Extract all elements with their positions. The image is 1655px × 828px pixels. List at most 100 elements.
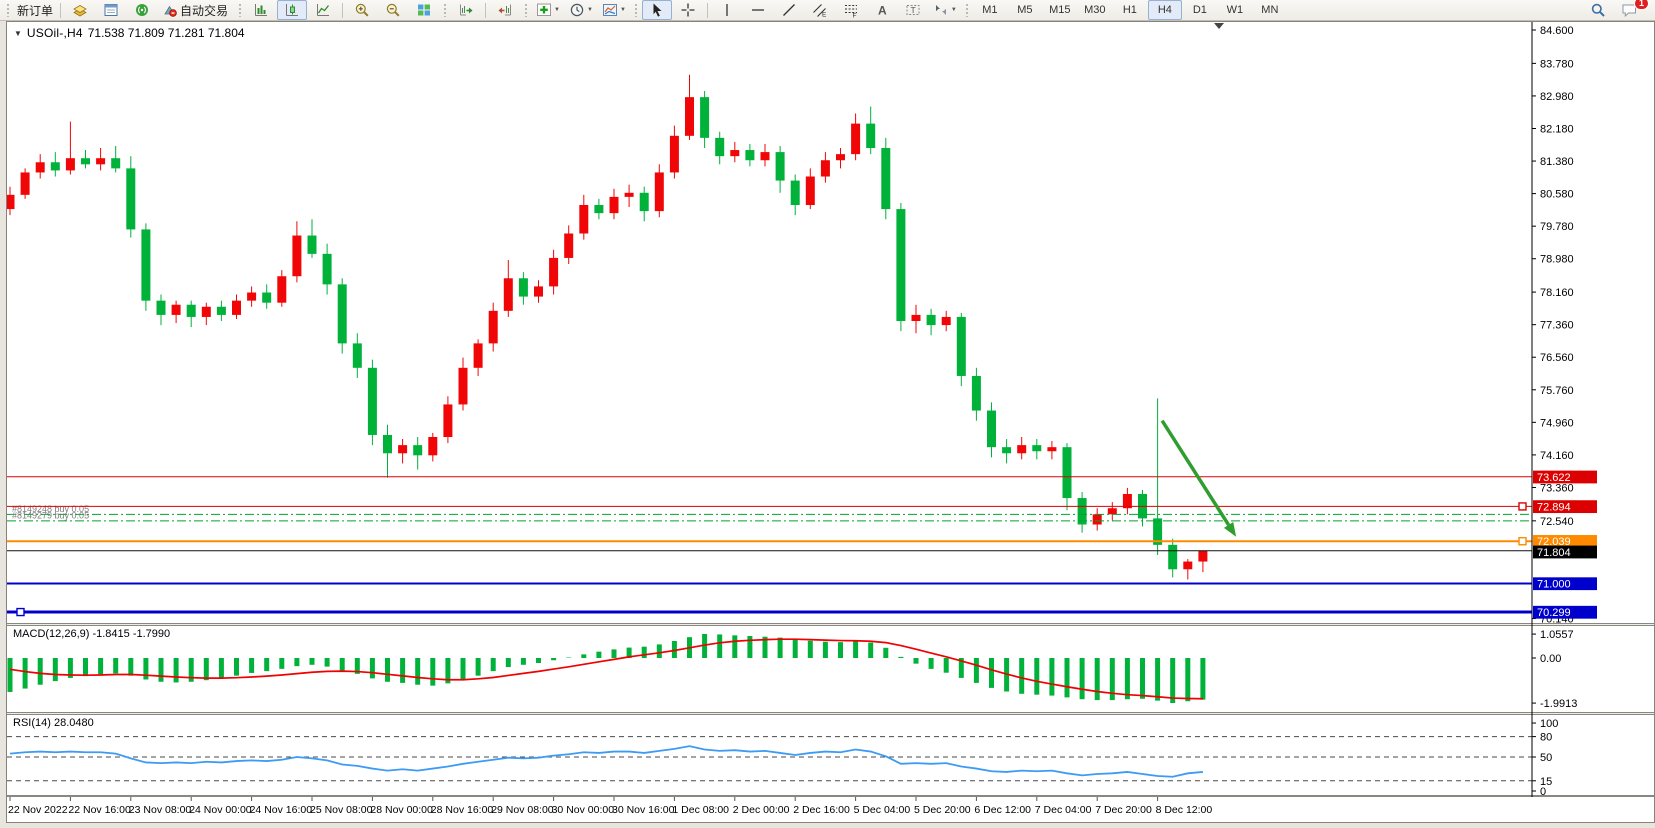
fibonacci-button[interactable]: F <box>836 0 866 20</box>
candle <box>941 310 951 332</box>
rsi-tick-label: 100 <box>1540 718 1558 730</box>
rsi-line <box>9 745 1203 778</box>
data-window-button[interactable] <box>96 0 126 20</box>
timeframe-D1[interactable]: D1 <box>1192 4 1207 16</box>
arrow-annotation[interactable] <box>1160 419 1237 537</box>
price-tick-label: 81.380 <box>1540 156 1574 168</box>
toolbar-grip[interactable] <box>443 3 448 17</box>
channel-button[interactable]: E <box>805 0 835 20</box>
cursor-button[interactable] <box>641 0 672 20</box>
chart-shift-button[interactable] <box>490 0 520 20</box>
candle <box>398 439 408 464</box>
price-tick-label: 78.980 <box>1540 254 1574 266</box>
candle <box>639 186 649 222</box>
candle <box>322 243 332 295</box>
candle <box>81 150 90 169</box>
price-label-box: 72.039 <box>1533 535 1597 548</box>
candle <box>1198 550 1208 573</box>
timeframe-W1[interactable]: W1 <box>1226 4 1244 16</box>
horizontal-line-button[interactable] <box>743 0 773 20</box>
candle <box>609 188 619 220</box>
toolbar-grip[interactable] <box>633 3 638 17</box>
line-handle[interactable] <box>1518 502 1527 511</box>
zoom-out-button[interactable] <box>378 0 408 20</box>
timeframe-MN[interactable]: MN <box>1261 4 1279 16</box>
candle <box>262 284 272 309</box>
timeframe-M30[interactable]: M30 <box>1084 4 1106 16</box>
data-window-icon <box>104 4 118 16</box>
candle <box>50 152 60 177</box>
notifications-button[interactable]: 1 <box>1614 0 1649 20</box>
autotrading-button[interactable]: 自动交易 <box>158 0 234 20</box>
price-tick-label: 75.760 <box>1540 385 1574 397</box>
toolbar-grip[interactable] <box>964 3 969 17</box>
candle <box>820 152 830 183</box>
panel-separator[interactable] <box>6 712 1655 715</box>
vertical-line-button[interactable] <box>712 0 742 20</box>
timeframe-M5[interactable]: M5 <box>1017 4 1033 16</box>
clock-icon <box>570 3 584 17</box>
candle <box>790 174 800 216</box>
timeframe-H1[interactable]: H1 <box>1122 4 1137 16</box>
toolbar-separator <box>485 2 487 18</box>
candle <box>1183 559 1193 580</box>
time-axis-label: 30 Nov 00:00 <box>552 804 615 816</box>
toolbar-separator <box>342 2 344 18</box>
panel-separator[interactable] <box>6 623 1655 626</box>
toolbar-grip[interactable] <box>524 3 529 17</box>
navigator-button[interactable] <box>127 0 157 20</box>
candle <box>1002 439 1012 464</box>
price-tick-label: 76.560 <box>1540 352 1574 364</box>
candlestick-button[interactable] <box>277 0 308 20</box>
svg-text:70.299: 70.299 <box>1537 607 1571 619</box>
candle <box>65 121 75 175</box>
candle <box>1032 439 1042 460</box>
macd-tick-label: 0.00 <box>1540 653 1561 665</box>
periods-button[interactable]: ▼ <box>565 0 597 20</box>
dropdown-arrow-icon: ▼ <box>554 7 560 13</box>
arrows-button[interactable]: ▼ <box>929 0 961 20</box>
auto-scroll-button[interactable] <box>451 0 481 20</box>
tile-windows-button[interactable] <box>409 0 439 20</box>
timeframe-H4[interactable]: H4 <box>1147 0 1182 20</box>
tile-windows-icon <box>418 4 431 16</box>
indicators-button[interactable]: ▼ <box>532 0 564 20</box>
candle <box>216 300 226 322</box>
search-icon <box>1591 3 1605 17</box>
chart-shift-marker[interactable] <box>1214 23 1224 29</box>
candle <box>911 304 921 334</box>
new-order-button[interactable]: 新订单 <box>14 0 56 20</box>
timeframe-M15[interactable]: M15 <box>1049 4 1071 16</box>
toolbar-grip[interactable] <box>6 3 10 17</box>
line-handle[interactable] <box>16 607 25 617</box>
crosshair-button[interactable] <box>673 0 703 20</box>
candle <box>96 148 106 171</box>
toolbar-grip[interactable] <box>238 3 243 17</box>
timeframe-M1[interactable]: M1 <box>982 4 998 16</box>
text-label-button[interactable]: T <box>898 0 928 20</box>
text-button[interactable]: A <box>867 0 897 20</box>
line-handle[interactable] <box>1518 537 1527 546</box>
trendline-button[interactable] <box>774 0 804 20</box>
candle <box>413 436 423 470</box>
templates-button[interactable]: ▼ <box>598 0 630 20</box>
chart-canvas[interactable]: #8149248 buy 0.05 #8149279 buy 0.05 84.600… <box>5 21 1655 828</box>
bar-chart-button[interactable] <box>246 0 276 20</box>
candle <box>549 249 559 295</box>
zoom-in-button[interactable] <box>347 0 377 20</box>
time-axis-label: 7 Dec 20:00 <box>1095 804 1152 816</box>
market-watch-button[interactable] <box>65 0 95 20</box>
one-click-trading-toggle[interactable]: ▼ <box>14 28 22 38</box>
chart-window: #8149248 buy 0.05 #8149279 buy 0.05 84.600… <box>5 21 1655 823</box>
macd-tick-label: 1.0557 <box>1540 629 1574 641</box>
price-label-box: 71.000 <box>1533 577 1597 591</box>
candle <box>367 359 377 446</box>
line-chart-icon <box>317 4 330 16</box>
candle <box>564 225 574 265</box>
time-axis-label: 5 Dec 04:00 <box>854 804 911 816</box>
line-chart-button[interactable] <box>308 0 338 20</box>
search-button[interactable] <box>1583 0 1613 20</box>
main-toolbar: 新订单 自动交易 ▼ ▼ <box>0 0 1655 21</box>
candle <box>1092 508 1102 531</box>
candle <box>352 333 362 378</box>
